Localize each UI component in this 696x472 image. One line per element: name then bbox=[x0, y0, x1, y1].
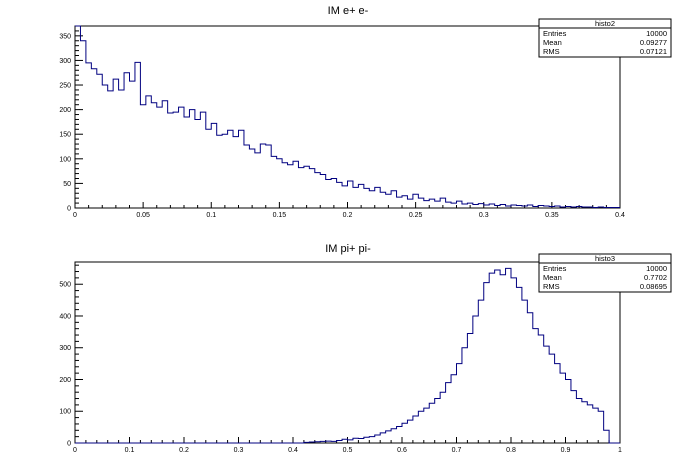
histogram-panel-ee: IM e+ e- 0 0.05 0.1 0.15 0.2 0.25 0.3 0.35 0.4 0… bbox=[59, 5, 672, 219]
y-axis: 0 50 100 150 200 250 300 350 bbox=[59, 25, 83, 213]
histogram-panel-pipi: IM pi+ pi- 0 0.1 0.2 0.3 0.4 0.5 0.6 0.7 0.8 0.9 1… bbox=[59, 243, 672, 454]
x-tick-label: 0.25 bbox=[409, 212, 423, 219]
y-tick-label: 100 bbox=[59, 409, 71, 416]
x-tick-label: 1 bbox=[618, 447, 622, 454]
stats-entries-value: 10000 bbox=[646, 29, 667, 38]
y-tick-label: 50 bbox=[63, 181, 71, 188]
x-tick-label: 0.4 bbox=[615, 212, 625, 219]
y-tick-label: 200 bbox=[59, 107, 71, 114]
stats-rms-value: 0.07121 bbox=[640, 47, 667, 56]
y-tick-label: 300 bbox=[59, 345, 71, 352]
x-tick-label: 0.9 bbox=[561, 447, 571, 454]
stats-histogram-name: histo3 bbox=[595, 254, 615, 263]
y-tick-label: 500 bbox=[59, 282, 71, 289]
histogram-line bbox=[75, 25, 620, 209]
x-tick-label: 0.15 bbox=[273, 212, 287, 219]
chart-title: IM pi+ pi- bbox=[325, 243, 371, 255]
x-tick-label: 0.1 bbox=[206, 212, 216, 219]
x-tick-label: 0.35 bbox=[545, 212, 559, 219]
x-tick-label: 0.2 bbox=[343, 212, 353, 219]
y-tick-label: 0 bbox=[67, 441, 71, 448]
y-tick-label: 150 bbox=[59, 132, 71, 139]
chart-title: IM e+ e- bbox=[328, 5, 369, 17]
stats-mean-value: 0.7702 bbox=[644, 273, 667, 282]
stats-box: histo3 Entries 10000 Mean 0.7702 RMS 0.0… bbox=[538, 253, 672, 293]
y-axis: 0 100 200 300 400 500 bbox=[59, 264, 83, 448]
stats-box: histo2 Entries 10000 Mean 0.09277 RMS 0.… bbox=[538, 18, 672, 58]
x-tick-label: 0.2 bbox=[179, 447, 189, 454]
stats-entries-value: 10000 bbox=[646, 264, 667, 273]
y-tick-label: 100 bbox=[59, 156, 71, 163]
y-tick-label: 200 bbox=[59, 377, 71, 384]
x-tick-label: 0 bbox=[73, 212, 77, 219]
x-tick-label: 0.1 bbox=[125, 447, 135, 454]
stats-entries-label: Entries bbox=[543, 29, 567, 38]
x-tick-label: 0.8 bbox=[506, 447, 516, 454]
plot-frame bbox=[74, 261, 621, 444]
x-tick-label: 0.6 bbox=[397, 447, 407, 454]
x-tick-label: 0.7 bbox=[452, 447, 462, 454]
x-tick-label: 0.3 bbox=[234, 447, 244, 454]
stats-mean-value: 0.09277 bbox=[640, 38, 667, 47]
stats-box-frame bbox=[538, 253, 672, 293]
x-tick-label: 0.3 bbox=[479, 212, 489, 219]
x-tick-label: 0.05 bbox=[136, 212, 150, 219]
y-tick-label: 300 bbox=[59, 58, 71, 65]
x-tick-label: 0.5 bbox=[343, 447, 353, 454]
stats-rms-label: RMS bbox=[543, 282, 560, 291]
y-tick-label: 250 bbox=[59, 83, 71, 90]
stats-mean-label: Mean bbox=[543, 273, 562, 282]
y-tick-label: 400 bbox=[59, 313, 71, 320]
stats-rms-value: 0.08695 bbox=[640, 282, 667, 291]
stats-box-frame bbox=[538, 18, 672, 58]
stats-entries-label: Entries bbox=[543, 264, 567, 273]
stats-histogram-name: histo2 bbox=[595, 19, 615, 28]
y-tick-label: 350 bbox=[59, 33, 71, 40]
stats-rms-label: RMS bbox=[543, 47, 560, 56]
stats-mean-label: Mean bbox=[543, 38, 562, 47]
x-tick-label: 0 bbox=[73, 447, 77, 454]
x-tick-label: 0.4 bbox=[288, 447, 298, 454]
y-tick-label: 0 bbox=[67, 206, 71, 213]
histogram-line bbox=[75, 267, 620, 444]
x-axis: 0 0.05 0.1 0.15 0.2 0.25 0.3 0.35 0.4 bbox=[73, 202, 625, 219]
